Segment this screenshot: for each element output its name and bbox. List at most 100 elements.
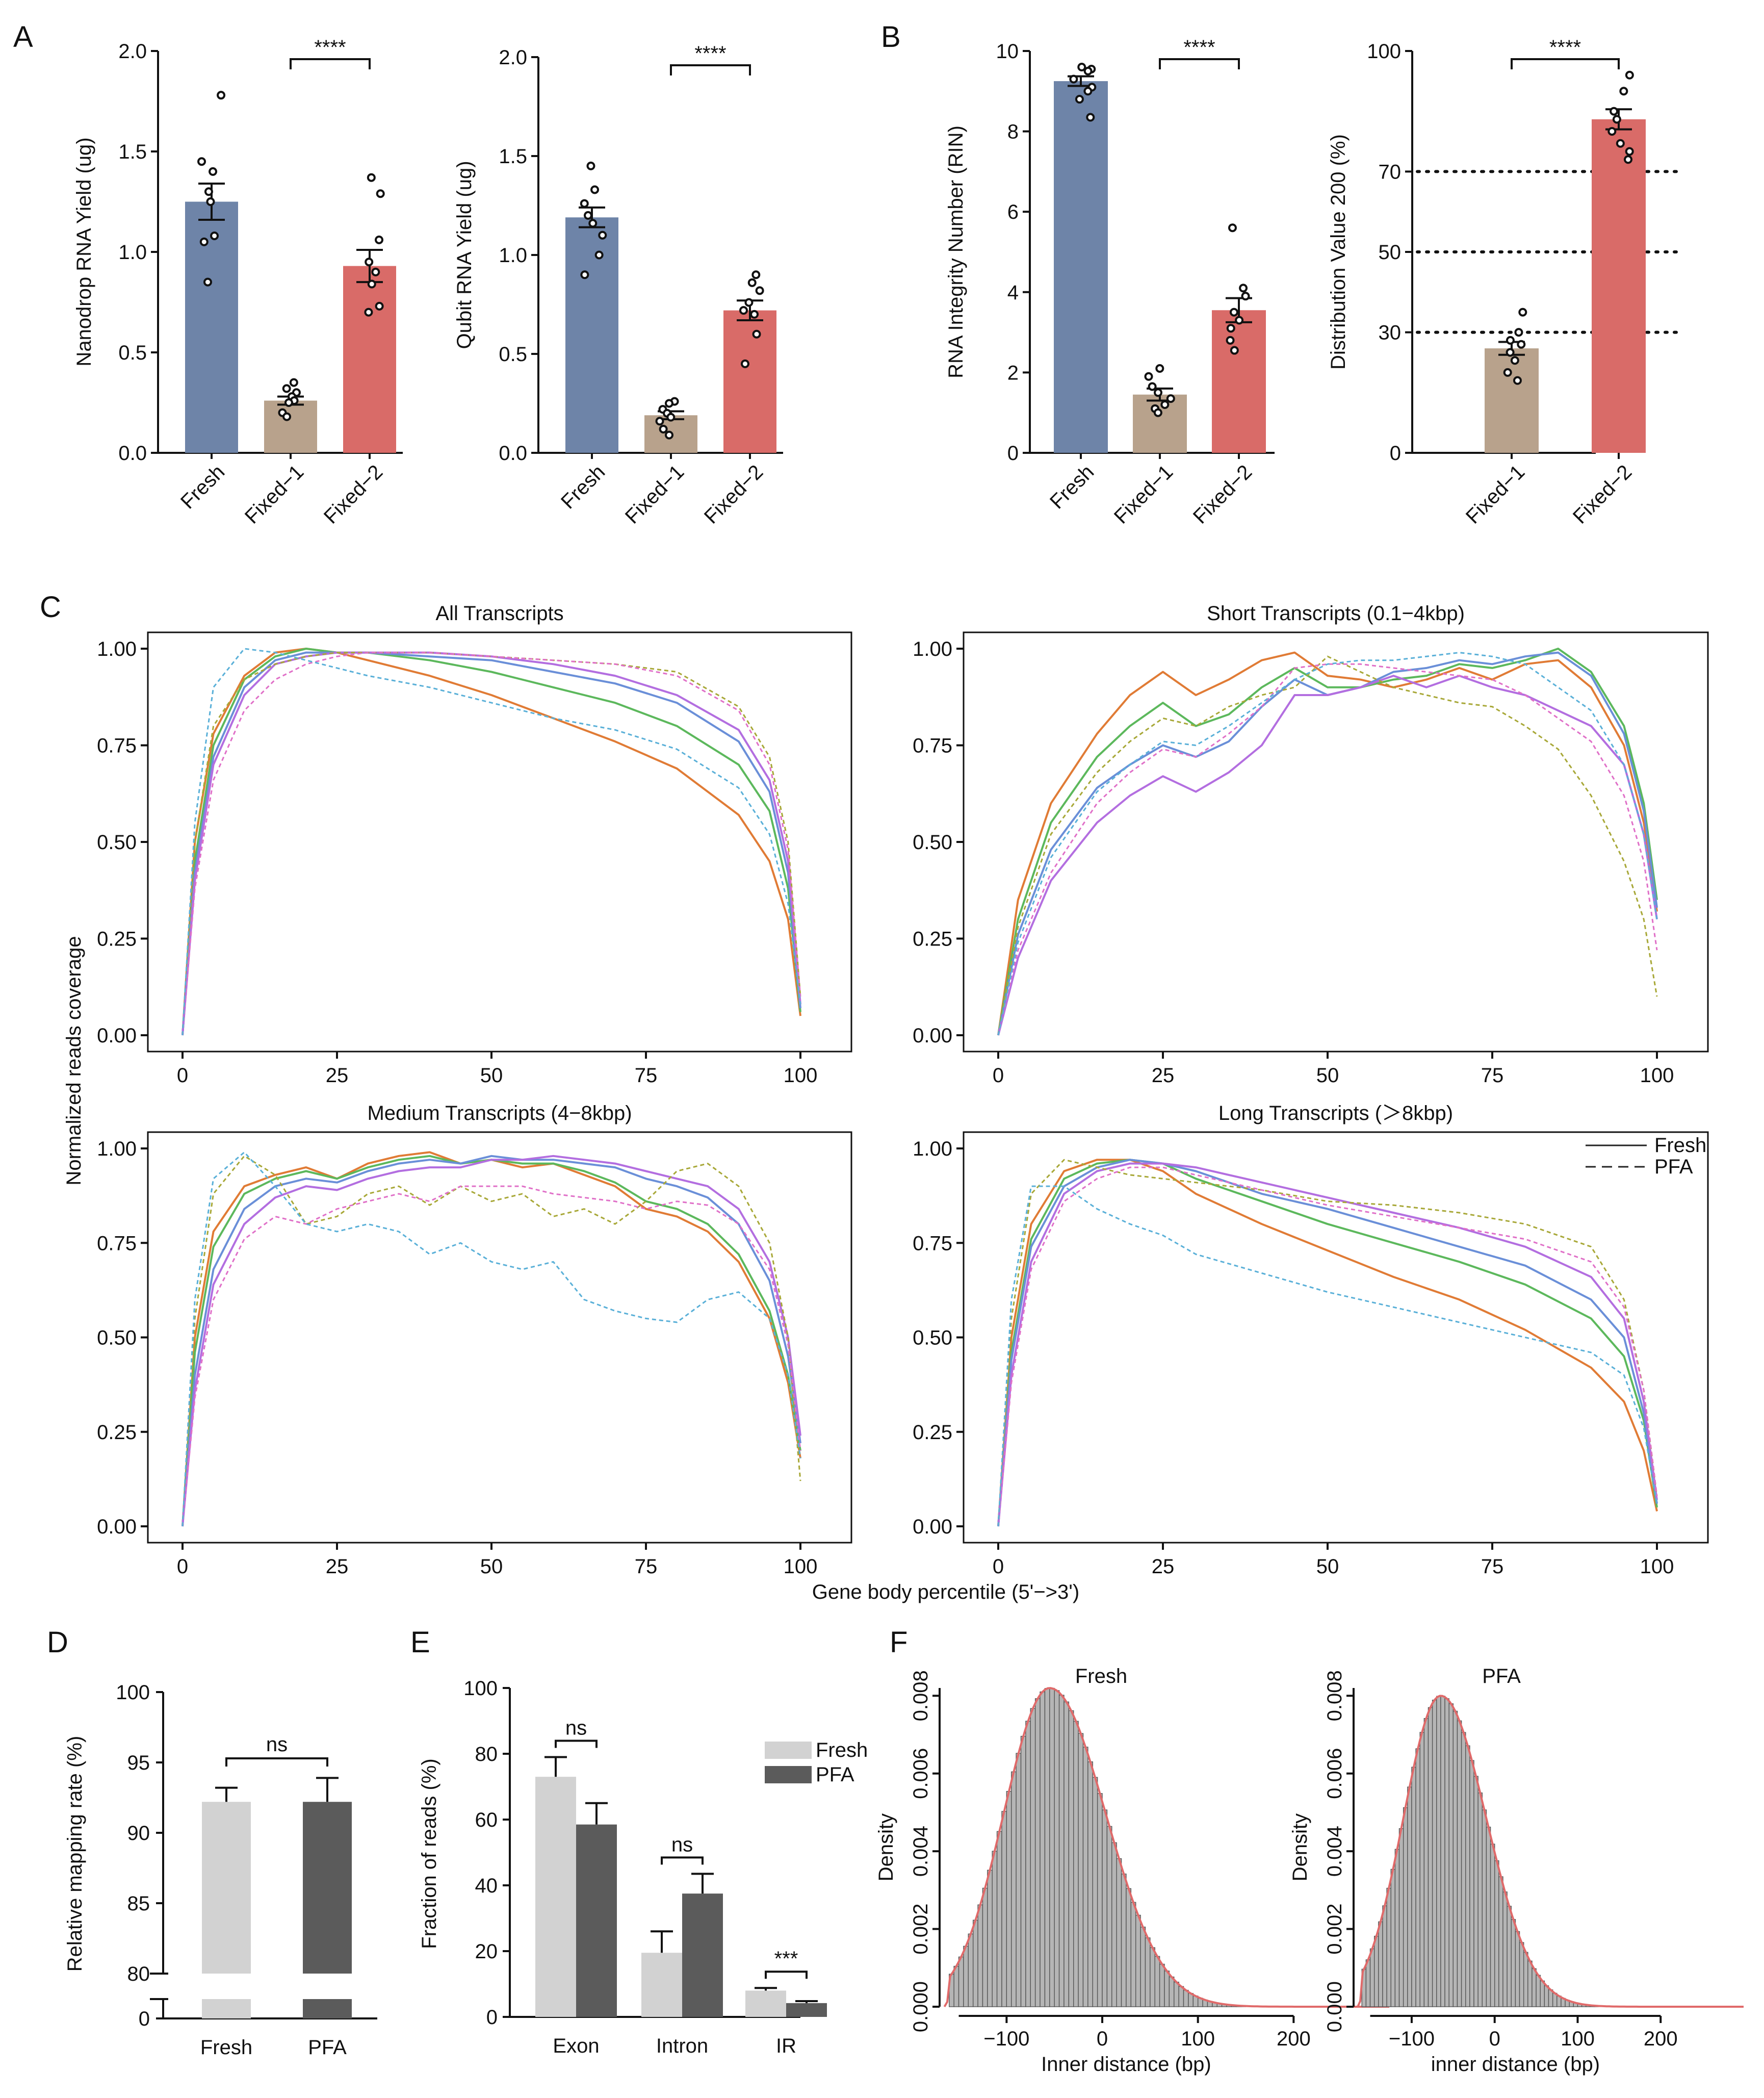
c-shared-ylabel: Normalized reads coverage bbox=[63, 936, 85, 1185]
data-point bbox=[739, 306, 748, 315]
data-point bbox=[666, 413, 676, 422]
series-line bbox=[181, 648, 801, 1036]
data-point bbox=[289, 378, 298, 387]
chart-medium-transcripts: Medium Transcripts (4−8kbp) 0 25 50 75 100 0.0… bbox=[97, 1102, 852, 1578]
bar bbox=[786, 2003, 827, 2017]
data-point bbox=[752, 329, 761, 339]
y-tick-label: 60 bbox=[475, 1809, 498, 1831]
data-point bbox=[744, 298, 754, 307]
bar bbox=[565, 217, 618, 453]
significance-bracket bbox=[765, 1971, 808, 1979]
data-point bbox=[588, 219, 598, 228]
data-point bbox=[203, 277, 212, 287]
x-tick-label: 0 bbox=[1489, 2028, 1500, 2050]
x-tick-label: 25 bbox=[1152, 1555, 1175, 1578]
panel-label-f: F bbox=[890, 1626, 907, 1659]
significance-label: ns bbox=[565, 1717, 587, 1739]
x-tick-label: Fixed−1 bbox=[621, 460, 689, 528]
x-tick-label: 100 bbox=[784, 1064, 818, 1087]
y-tick-label: 0 bbox=[1390, 442, 1401, 465]
legend-swatch bbox=[765, 1766, 812, 1783]
histogram-bin bbox=[1169, 1976, 1175, 2007]
y-axis-label: Distribution Value 200 (%) bbox=[1327, 134, 1350, 370]
histogram-bin bbox=[992, 1851, 998, 2007]
significance-label: **** bbox=[1183, 36, 1215, 59]
x-tick-label: 75 bbox=[1481, 1555, 1504, 1578]
histogram-bin bbox=[1398, 1828, 1404, 2007]
histogram-bin bbox=[1378, 1921, 1383, 2007]
y-tick-label: 10 bbox=[996, 40, 1019, 63]
data-point bbox=[1083, 87, 1093, 96]
data-point bbox=[583, 211, 592, 220]
data-point bbox=[1226, 336, 1235, 345]
histogram-bin bbox=[1087, 1761, 1093, 2007]
data-point bbox=[1625, 147, 1634, 156]
histogram-bin bbox=[1116, 1858, 1122, 2007]
y-tick-label: 0.006 bbox=[910, 1748, 932, 1799]
data-point bbox=[1153, 388, 1162, 397]
panel-label-b: B bbox=[881, 20, 901, 54]
y-tick-label: 0.50 bbox=[913, 1327, 952, 1349]
y-tick-label: 2 bbox=[1007, 362, 1019, 384]
y-tick-label: 85 bbox=[127, 1892, 150, 1915]
y-tick-label: 0.25 bbox=[97, 928, 137, 951]
histogram-bin bbox=[1540, 1980, 1545, 2007]
significance-label: **** bbox=[1549, 36, 1581, 59]
y-tick-label: 0.75 bbox=[913, 1232, 952, 1255]
legend-label: Fresh bbox=[816, 1739, 868, 1761]
data-point bbox=[1226, 324, 1235, 333]
histogram-bin bbox=[1502, 1891, 1508, 2007]
histogram-bin bbox=[953, 1965, 959, 2007]
y-tick-label: 20 bbox=[475, 1940, 498, 1963]
y-tick-label: 0 bbox=[486, 2006, 498, 2029]
series-line bbox=[181, 1185, 801, 1527]
significance-label: ns bbox=[671, 1833, 693, 1856]
bar bbox=[535, 1777, 576, 2017]
data-point bbox=[750, 310, 759, 319]
data-point bbox=[1506, 336, 1515, 345]
series-line bbox=[997, 1162, 1658, 1527]
histogram-bin bbox=[1078, 1733, 1084, 2007]
significance-bracket bbox=[661, 1856, 704, 1865]
y-tick-label: 2.0 bbox=[118, 40, 147, 63]
y-tick-label: 0 bbox=[1007, 442, 1019, 465]
histogram-bin bbox=[958, 1956, 964, 2007]
histogram-bin bbox=[1490, 1844, 1495, 2007]
histogram-bin bbox=[1403, 1807, 1408, 2007]
y-tick-label: 80 bbox=[127, 1963, 150, 1985]
x-tick-label: 100 bbox=[784, 1555, 818, 1578]
histogram-bin bbox=[1369, 1948, 1375, 2007]
bar bbox=[576, 1824, 617, 2017]
x-tick-label: 75 bbox=[1481, 1064, 1504, 1087]
y-tick-label: 0.50 bbox=[97, 831, 137, 854]
histogram-bin bbox=[1469, 1760, 1474, 2007]
data-point bbox=[1077, 63, 1086, 72]
y-tick-label: 100 bbox=[463, 1677, 498, 1700]
histogram-bin bbox=[1111, 1842, 1117, 2007]
x-tick-label: Fresh bbox=[1046, 460, 1098, 513]
chart-pfa-inner-distance: PFA −100 0 100 200 0.000 0.002 0.004 0.006 0.008 i… bbox=[1289, 1665, 1744, 2076]
plot-frame bbox=[147, 1131, 852, 1544]
histogram-bin bbox=[1452, 1710, 1458, 2007]
bar bbox=[1133, 394, 1187, 453]
significance-label: *** bbox=[774, 1948, 798, 1970]
histogram-bin bbox=[1164, 1971, 1170, 2007]
x-tick-label: Fixed−2 bbox=[1569, 460, 1637, 528]
histogram-bin bbox=[1058, 1695, 1065, 2007]
x-tick-label: 0 bbox=[993, 1064, 1004, 1087]
histogram-bin bbox=[1006, 1790, 1012, 2007]
bar bbox=[264, 400, 317, 453]
chart-title: Long Transcripts (＞8kbp) bbox=[1218, 1102, 1453, 1124]
histogram-bin bbox=[1001, 1811, 1007, 2007]
y-tick-label: 0.25 bbox=[913, 928, 952, 951]
data-point bbox=[751, 270, 761, 279]
data-point bbox=[659, 424, 668, 433]
y-tick-label: 1.0 bbox=[499, 244, 527, 267]
data-point bbox=[1086, 113, 1095, 122]
legend-label: PFA bbox=[1654, 1156, 1693, 1178]
y-tick-label: 1.00 bbox=[97, 1138, 137, 1160]
histogram-bin bbox=[1159, 1963, 1165, 2007]
data-point bbox=[1624, 155, 1633, 164]
y-tick-label: 0.000 bbox=[910, 1981, 932, 2032]
